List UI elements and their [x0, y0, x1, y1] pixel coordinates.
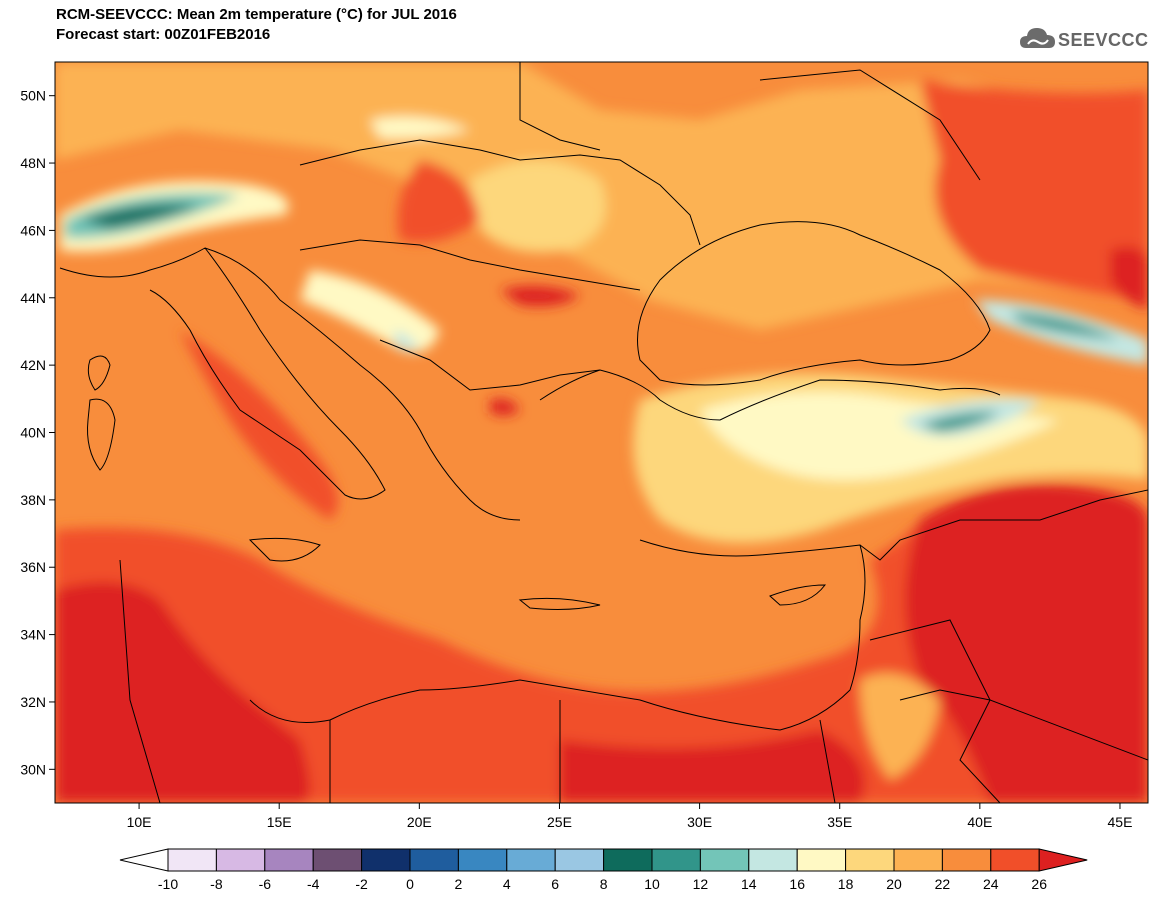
field-carpathians [470, 160, 606, 253]
colorbar-swatch [699, 848, 750, 872]
coastlines [59, 62, 1148, 803]
colorbar-label: -2 [355, 876, 368, 892]
seevccc-logo: SEEVCCC [1018, 22, 1158, 56]
cloud-icon [1020, 28, 1055, 48]
forecast-start-subtitle: Forecast start: 00Z01FEB2016 [56, 26, 271, 43]
lat-tick-label: 50N [20, 88, 46, 104]
field-dinaric-cool [395, 330, 420, 351]
lat-tick-label: 46N [20, 222, 46, 238]
colorbar-label: -4 [307, 876, 320, 892]
lon-tick-label: 15E [267, 814, 292, 830]
longitude-axis: 10E 15E 20E 25E 30E 35E 40E 45E [127, 803, 1133, 830]
colorbar-label: 6 [551, 876, 559, 892]
lat-tick-label: 40N [20, 425, 46, 441]
field-26-libya [55, 582, 310, 803]
colorbar-label: 26 [1031, 876, 1047, 892]
colorbar-swatch [361, 848, 411, 872]
colorbar-swatch [457, 848, 508, 872]
temperature-field [55, 62, 1148, 803]
colorbar-label: -10 [158, 876, 178, 892]
field-26-volga [1110, 246, 1148, 310]
colorbar-swatch [796, 848, 847, 872]
colorbar-swatch [312, 848, 363, 872]
colorbar: -10 -8 -6 -4 -2 0 2 4 6 8 10 12 14 16 18 20 22 24 26 [119, 848, 1088, 892]
field-24-26-pannonia [397, 160, 480, 243]
latitude-axis: 50N 48N 46N 44N 42N 40N 38N 36N 34N 32N 30N [20, 88, 55, 777]
colorbar-label: 24 [983, 876, 999, 892]
colorbar-label: 0 [406, 876, 414, 892]
field-26-danube [500, 286, 580, 307]
colorbar-swatch [941, 848, 992, 872]
colorbar-label: 20 [886, 876, 902, 892]
field-26-syria [905, 484, 1148, 803]
colorbar-label: 16 [789, 876, 805, 892]
colorbar-label: 10 [644, 876, 660, 892]
colorbar-swatch [651, 848, 701, 872]
lat-tick-label: 44N [20, 290, 46, 306]
field-26-egypt [560, 730, 865, 803]
lon-tick-label: 25E [547, 814, 572, 830]
lat-tick-label: 38N [20, 492, 46, 508]
colorbar-label: -6 [259, 876, 272, 892]
colorbar-swatch [215, 848, 266, 872]
field-26-thessaloniki [490, 398, 520, 416]
colorbar-swatch [167, 848, 217, 872]
field-anatolia-12 [920, 411, 1000, 432]
field-tatra [370, 116, 470, 139]
colorbar-label: 12 [693, 876, 709, 892]
colorbar-swatch [264, 848, 314, 872]
lon-tick-label: 45E [1108, 814, 1133, 830]
colorbar-label: 14 [741, 876, 757, 892]
colorbar-swatch [893, 848, 943, 872]
field-jordan [860, 673, 940, 780]
lat-tick-label: 30N [20, 761, 46, 777]
colorbar-label: 4 [503, 876, 511, 892]
lon-tick-label: 40E [967, 814, 992, 830]
field-dinaric [300, 270, 440, 353]
lon-tick-label: 30E [687, 814, 712, 830]
logo-text: SEEVCCC [1058, 30, 1149, 50]
colorbar-swatch [506, 848, 556, 872]
colorbar-label: 22 [935, 876, 951, 892]
field-caucasus-core [1010, 312, 1120, 340]
colorbar-swatch [748, 848, 798, 872]
lat-tick-label: 34N [20, 627, 46, 643]
colorbar-swatch [845, 848, 895, 872]
field-24-26-east [920, 80, 1148, 300]
colorbar-swatch [409, 848, 459, 872]
map-title: RCM-SEEVCCC: Mean 2m temperature (°C) fo… [56, 6, 457, 23]
lon-tick-label: 20E [407, 814, 432, 830]
colorbar-label: -8 [210, 876, 223, 892]
colorbar-label: 18 [838, 876, 854, 892]
colorbar-over-arrow [1038, 848, 1088, 872]
colorbar-under-arrow [119, 848, 169, 872]
lon-tick-label: 10E [127, 814, 152, 830]
colorbar-label: 8 [600, 876, 608, 892]
lon-tick-label: 35E [827, 814, 852, 830]
lat-tick-label: 48N [20, 155, 46, 171]
field-24-26-italy [180, 330, 338, 520]
lat-tick-label: 32N [20, 694, 46, 710]
colorbar-swatch [603, 848, 653, 872]
lat-tick-label: 36N [20, 559, 46, 575]
colorbar-swatch [990, 848, 1040, 872]
colorbar-label: 2 [455, 876, 463, 892]
field-alps-10 [80, 204, 200, 228]
colorbar-swatch [554, 848, 605, 872]
lat-tick-label: 42N [20, 357, 46, 373]
